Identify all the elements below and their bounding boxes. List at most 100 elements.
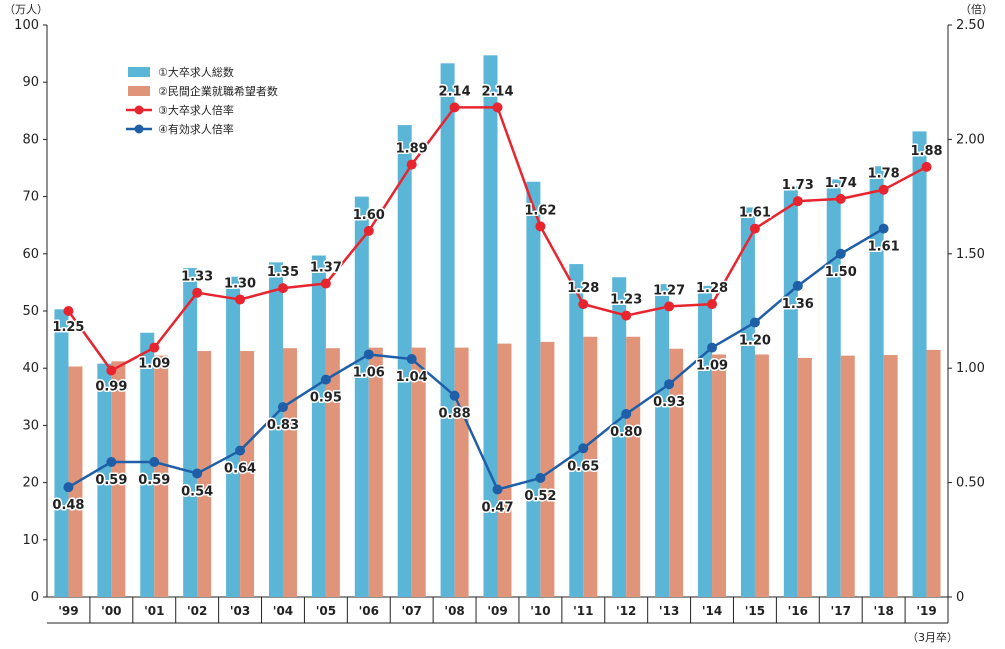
point-college-ratio [835,193,846,204]
legend-swatch [128,86,150,96]
point-effective-ratio [406,354,417,365]
point-college-ratio [749,223,760,234]
x-tick-label: '15 [745,604,765,618]
x-tick-label: '09 [487,604,507,618]
data-label-effective-ratio: 0.88 [439,407,471,422]
point-college-ratio [363,225,374,236]
point-college-ratio [192,287,203,298]
data-label-effective-ratio: 1.36 [782,297,814,312]
point-effective-ratio [449,390,460,401]
point-effective-ratio [792,280,803,291]
left-tick-label: 60 [22,247,39,262]
point-college-ratio [878,184,889,195]
right-tick-label: 2.00 [956,132,985,147]
point-college-ratio [106,365,117,376]
bar-job-seekers [754,354,769,597]
bar-total-job-offers [397,125,412,597]
right-axis-unit: （倍） [960,2,993,16]
left-tick-label: 80 [22,132,39,147]
bar-total-job-offers [226,276,241,597]
point-effective-ratio [363,349,374,360]
x-tick-label: '19 [916,604,936,618]
bar-total-job-offers [826,179,841,597]
bar-job-seekers [626,336,641,597]
point-effective-ratio [835,248,846,259]
legend-label: ④有効求人倍率 [158,122,234,136]
data-label-effective-ratio: 1.20 [739,333,771,348]
bar-job-seekers [325,348,340,597]
x-tick-label: '00 [101,604,121,618]
point-effective-ratio [235,445,246,456]
x-tick-label: '18 [873,604,893,618]
data-label-college-ratio: 2.14 [439,84,471,99]
bar-job-seekers [540,341,555,597]
legend-marker [134,105,144,115]
legend-marker [134,124,144,134]
data-label-effective-ratio: 1.61 [868,240,900,255]
point-college-ratio [277,283,288,294]
data-label-effective-ratio: 0.54 [181,484,213,499]
bars-layer [54,55,941,598]
legend-label: ②民間企業就職希望者数 [158,84,278,98]
bar-total-job-offers [526,181,541,597]
bar-total-job-offers [783,186,798,597]
data-label-college-ratio: 1.25 [52,320,84,335]
x-tick-label: '08 [444,604,464,618]
data-label-college-ratio: 1.27 [653,283,685,298]
bar-total-job-offers [354,196,369,597]
bar-total-job-offers [569,264,584,597]
bar-total-job-offers [183,268,198,597]
left-tick-label: 100 [14,18,39,33]
x-tick-label: '99 [58,604,78,618]
x-tick-label: '07 [402,604,422,618]
left-tick-label: 20 [22,476,39,491]
legend: ①大卒求人総数 ②民間企業就職希望者数 ③大卒求人倍率 ④有効求人倍率 [126,65,278,136]
data-label-college-ratio: 1.37 [310,261,342,276]
left-tick-label: 70 [22,190,39,205]
x-tick-label: '11 [573,604,593,618]
data-label-college-ratio: 1.62 [524,203,556,218]
left-tick-label: 50 [22,304,39,319]
bar-job-seekers [497,343,512,597]
x-tick-label: '04 [273,604,293,618]
point-effective-ratio [621,408,632,419]
bar-total-job-offers [140,332,155,597]
point-effective-ratio [707,342,718,353]
x-tick-label: '03 [230,604,250,618]
data-label-effective-ratio: 1.04 [396,370,428,385]
right-tick-label: 1.00 [956,361,985,376]
point-college-ratio [449,102,460,113]
x-tick-label: '14 [702,604,722,618]
point-college-ratio [578,299,589,310]
data-label-effective-ratio: 0.95 [310,391,342,406]
right-tick-label: 2.50 [956,18,985,33]
bar-job-seekers [111,361,126,597]
bar-total-job-offers [655,284,670,597]
point-college-ratio [63,306,74,316]
bar-job-seekers [712,354,727,597]
point-college-ratio [921,161,932,172]
x-tick-label: '05 [316,604,336,618]
line-effective-ratio [67,227,885,491]
data-label-effective-ratio: 1.09 [696,359,728,374]
point-effective-ratio [749,317,760,328]
point-effective-ratio [578,443,589,454]
data-label-effective-ratio: 0.59 [138,473,170,488]
bar-job-seekers [282,348,297,597]
left-tick-label: 30 [22,418,39,433]
data-label-effective-ratio: 0.64 [224,462,256,477]
x-tick-label: '02 [187,604,207,618]
bar-job-seekers [840,355,855,597]
bar-total-job-offers [54,309,69,597]
right-tick-label: 0.50 [956,476,985,491]
point-college-ratio [235,294,246,305]
legend-label: ①大卒求人総数 [158,65,234,79]
bar-total-job-offers [869,166,884,597]
data-label-effective-ratio: 0.65 [567,459,599,474]
bar-job-seekers [197,351,212,597]
data-label-college-ratio: 0.99 [95,379,127,394]
x-tick-label: '06 [359,604,379,618]
data-label-effective-ratio: 0.59 [95,473,127,488]
point-effective-ratio [492,484,503,495]
data-label-college-ratio: 1.89 [396,142,428,157]
